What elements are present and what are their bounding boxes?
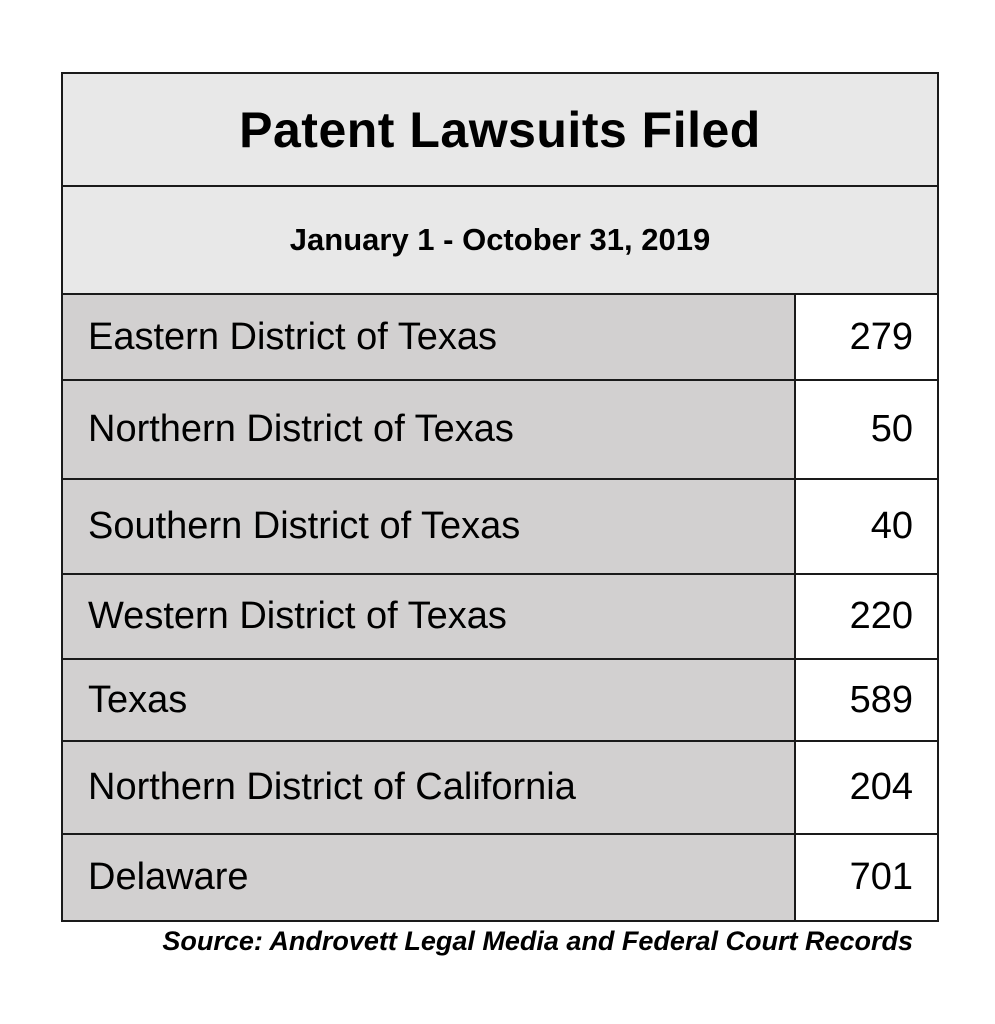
table-row: Southern District of Texas 40: [63, 480, 937, 575]
table-row: Northern District of Texas 50: [63, 381, 937, 480]
row-value: 701: [796, 835, 937, 920]
table-row: Delaware 701: [63, 835, 937, 920]
source-note: Source: Androvett Legal Media and Federa…: [162, 926, 913, 956]
row-value: 589: [796, 660, 937, 740]
table-row: Eastern District of Texas 279: [63, 295, 937, 381]
row-value: 279: [796, 295, 937, 379]
row-label: Eastern District of Texas: [63, 295, 796, 379]
row-label: Delaware: [63, 835, 796, 920]
row-label: Northern District of Texas: [63, 381, 796, 478]
table-row: Northern District of California 204: [63, 742, 937, 835]
row-value: 220: [796, 575, 937, 658]
row-label: Texas: [63, 660, 796, 740]
row-label: Western District of Texas: [63, 575, 796, 658]
row-label: Southern District of Texas: [63, 480, 796, 573]
row-label: Northern District of California: [63, 742, 796, 833]
lawsuits-table: Patent Lawsuits Filed January 1 - Octobe…: [61, 72, 939, 922]
table-row: Texas 589: [63, 660, 937, 742]
table-title: Patent Lawsuits Filed: [63, 74, 937, 187]
row-value: 40: [796, 480, 937, 573]
table-row: Western District of Texas 220: [63, 575, 937, 660]
table-subtitle: January 1 - October 31, 2019: [63, 187, 937, 295]
row-value: 204: [796, 742, 937, 833]
row-value: 50: [796, 381, 937, 478]
